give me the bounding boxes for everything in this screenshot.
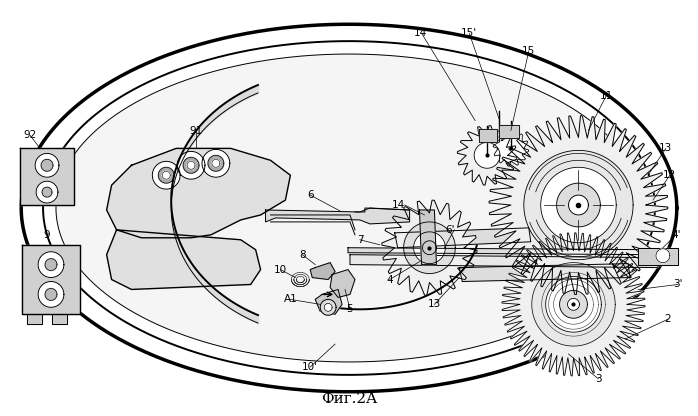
Polygon shape bbox=[52, 314, 67, 324]
Polygon shape bbox=[457, 126, 517, 185]
Text: 9: 9 bbox=[44, 230, 50, 240]
Text: 7: 7 bbox=[357, 235, 363, 245]
Polygon shape bbox=[22, 245, 80, 314]
Text: 5: 5 bbox=[347, 305, 353, 314]
Polygon shape bbox=[152, 161, 180, 189]
Polygon shape bbox=[656, 249, 670, 262]
Polygon shape bbox=[20, 149, 74, 205]
Polygon shape bbox=[42, 187, 52, 197]
Polygon shape bbox=[38, 252, 64, 277]
Text: 11: 11 bbox=[600, 91, 613, 101]
Polygon shape bbox=[315, 290, 342, 314]
Polygon shape bbox=[310, 262, 335, 280]
Polygon shape bbox=[382, 200, 477, 295]
Polygon shape bbox=[474, 142, 500, 168]
Polygon shape bbox=[187, 161, 195, 169]
Text: 10: 10 bbox=[274, 265, 287, 275]
Polygon shape bbox=[479, 129, 497, 142]
Polygon shape bbox=[541, 167, 616, 243]
Polygon shape bbox=[524, 151, 633, 260]
Text: 91: 91 bbox=[189, 126, 202, 136]
Text: 6: 6 bbox=[307, 190, 313, 200]
Polygon shape bbox=[489, 116, 668, 295]
Polygon shape bbox=[638, 248, 678, 265]
Polygon shape bbox=[320, 300, 336, 315]
Text: 3: 3 bbox=[595, 374, 602, 384]
Text: 92: 92 bbox=[24, 131, 37, 141]
Polygon shape bbox=[212, 159, 220, 167]
Polygon shape bbox=[162, 171, 170, 179]
Polygon shape bbox=[183, 157, 199, 173]
Text: 12: 12 bbox=[663, 170, 676, 180]
Polygon shape bbox=[414, 232, 445, 264]
Text: 13: 13 bbox=[428, 300, 441, 310]
Polygon shape bbox=[38, 282, 64, 307]
Text: 10': 10' bbox=[302, 362, 318, 372]
Polygon shape bbox=[27, 314, 42, 324]
Text: 14': 14' bbox=[413, 28, 429, 38]
Polygon shape bbox=[403, 222, 455, 274]
Text: 14: 14 bbox=[392, 200, 405, 210]
Text: 4: 4 bbox=[387, 275, 393, 285]
Text: 15: 15 bbox=[522, 46, 535, 56]
Polygon shape bbox=[560, 290, 588, 318]
Polygon shape bbox=[546, 277, 601, 332]
Polygon shape bbox=[208, 155, 224, 171]
Polygon shape bbox=[107, 149, 290, 238]
Polygon shape bbox=[330, 270, 355, 297]
Text: 2: 2 bbox=[664, 314, 671, 324]
Polygon shape bbox=[45, 259, 57, 270]
Polygon shape bbox=[348, 248, 656, 255]
Text: 15': 15' bbox=[461, 28, 477, 38]
Polygon shape bbox=[569, 195, 588, 215]
Text: Фиг.2A: Фиг.2A bbox=[321, 392, 377, 406]
Polygon shape bbox=[56, 54, 642, 362]
Text: 4': 4' bbox=[671, 230, 681, 240]
Polygon shape bbox=[45, 288, 57, 300]
Text: 8: 8 bbox=[299, 250, 306, 260]
Polygon shape bbox=[35, 154, 59, 177]
Polygon shape bbox=[556, 183, 600, 227]
Text: 13: 13 bbox=[659, 144, 672, 154]
Polygon shape bbox=[499, 124, 519, 139]
Polygon shape bbox=[502, 233, 645, 376]
Text: A1: A1 bbox=[283, 295, 297, 305]
Polygon shape bbox=[394, 228, 530, 248]
Polygon shape bbox=[107, 230, 260, 290]
Polygon shape bbox=[459, 264, 630, 282]
Polygon shape bbox=[419, 210, 436, 265]
Polygon shape bbox=[532, 262, 615, 346]
Polygon shape bbox=[41, 159, 53, 171]
Text: 3': 3' bbox=[673, 280, 683, 290]
Polygon shape bbox=[202, 149, 230, 177]
Polygon shape bbox=[265, 208, 410, 224]
Polygon shape bbox=[422, 241, 436, 255]
Text: 6': 6' bbox=[445, 225, 454, 235]
Polygon shape bbox=[177, 151, 205, 179]
Polygon shape bbox=[158, 167, 174, 183]
Polygon shape bbox=[493, 131, 528, 166]
Polygon shape bbox=[567, 298, 579, 310]
Polygon shape bbox=[324, 303, 332, 311]
Polygon shape bbox=[36, 181, 58, 203]
Polygon shape bbox=[350, 255, 658, 267]
